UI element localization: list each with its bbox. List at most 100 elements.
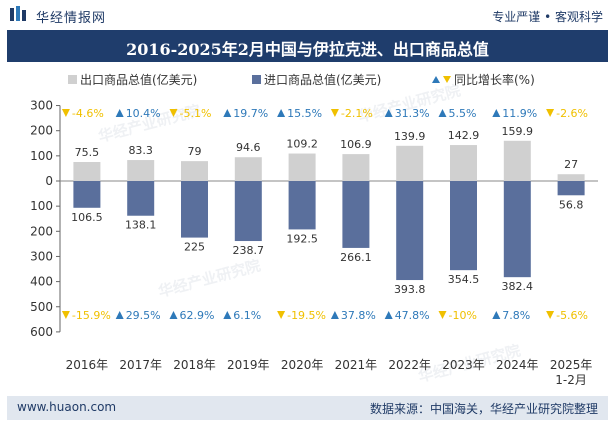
top-bar: 华经情报网 专业严谨 • 客观科学 [0, 0, 615, 30]
import-growth-label: 6.1% [233, 309, 261, 322]
import-growth-down-icon [61, 311, 70, 319]
export-growth-label: 10.4% [126, 107, 161, 120]
import-growth-down-icon [438, 311, 447, 319]
export-value-label: 106.9 [340, 138, 372, 151]
y-tick-label: 200 [30, 224, 53, 238]
export-growth-label: 5.5% [449, 107, 477, 120]
import-growth-label: -19.5% [287, 309, 326, 322]
export-bar [181, 161, 208, 181]
x-tick-label: 2024年 [496, 358, 539, 372]
import-growth-up-icon [330, 311, 339, 319]
y-tick-label: 0 [45, 174, 53, 188]
y-tick-label: 300 [30, 249, 53, 263]
import-bar [288, 181, 316, 230]
y-tick-label: 300 [30, 99, 53, 113]
import-bar [557, 181, 585, 196]
import-value-label: 138.1 [125, 219, 157, 232]
chart-title: 2016-2025年2月中国与伊拉克进、出口商品总值 [126, 40, 489, 59]
export-growth-down-icon [330, 109, 339, 117]
import-growth-label: -10% [449, 309, 477, 322]
export-growth-label: 19.7% [233, 107, 268, 120]
import-value-label: 382.4 [502, 280, 534, 293]
x-tick-label: 2017年 [119, 358, 162, 372]
import-growth-label: 47.8% [395, 309, 430, 322]
import-growth-down-icon [546, 311, 555, 319]
import-value-label: 266.1 [340, 251, 372, 264]
import-bar [127, 181, 155, 216]
legend-down-icon [443, 76, 451, 83]
import-growth-up-icon [492, 311, 501, 319]
export-growth-label: -2.1% [341, 107, 373, 120]
export-growth-down-icon [61, 109, 70, 117]
legend-up-icon [432, 76, 440, 83]
import-value-label: 225 [184, 241, 205, 254]
export-growth-down-icon [169, 109, 178, 117]
legend-swatch-export [68, 75, 77, 84]
export-bar [234, 157, 262, 181]
import-growth-up-icon [115, 311, 124, 319]
export-bar [503, 140, 531, 181]
x-tick-label: 2020年 [281, 358, 324, 372]
import-bar [234, 181, 262, 242]
import-bar [181, 181, 208, 238]
x-tick-label: 1-2月 [555, 373, 587, 387]
import-growth-up-icon [384, 311, 393, 319]
y-tick-label: 100 [30, 149, 53, 163]
data-source: 数据来源：中国海关，华经产业研究院整理 [369, 402, 598, 416]
x-tick-label: 2022年 [388, 358, 431, 372]
import-growth-up-icon [223, 311, 232, 319]
import-growth-label: 29.5% [126, 309, 161, 322]
export-growth-label: -4.6% [72, 107, 104, 120]
export-growth-up-icon [277, 109, 286, 117]
import-value-label: 393.8 [394, 283, 426, 296]
import-growth-label: -15.9% [72, 309, 111, 322]
title-bar: 2016-2025年2月中国与伊拉克进、出口商品总值 [7, 30, 608, 62]
export-value-label: 142.9 [448, 129, 480, 142]
export-bar [73, 162, 101, 181]
export-value-label: 139.9 [394, 130, 426, 143]
export-value-label: 79 [188, 145, 202, 158]
import-growth-label: 62.9% [180, 309, 215, 322]
y-tick-label: 100 [30, 199, 53, 213]
legend-swatch-import [252, 75, 261, 84]
import-bar [342, 181, 370, 248]
import-bar [503, 181, 531, 278]
import-bar [73, 181, 101, 208]
y-tick-label: 600 [30, 325, 53, 339]
website-link[interactable]: www.huaon.com [17, 400, 117, 414]
footer-bar: www.huaon.com 数据来源：中国海关，华经产业研究院整理 [7, 396, 608, 420]
export-bar [396, 145, 424, 181]
y-tick-label: 500 [30, 300, 53, 314]
import-growth-up-icon [169, 311, 178, 319]
legend-label-import: 进口商品总值(亿美元) [264, 72, 381, 87]
x-tick-label: 2023年 [442, 358, 485, 372]
import-growth-label: -5.6% [556, 309, 588, 322]
export-growth-label: 31.3% [395, 107, 430, 120]
export-growth-down-icon [546, 109, 555, 117]
export-growth-up-icon [115, 109, 124, 117]
import-bar [396, 181, 424, 281]
import-value-label: 192.5 [286, 232, 318, 245]
x-tick-label: 2025年 [550, 358, 593, 372]
x-tick-label: 2016年 [66, 358, 109, 372]
legend-label-export: 出口商品总值(亿美元) [80, 72, 197, 87]
export-value-label: 109.2 [286, 138, 318, 151]
brand-name: 华经情报网 [36, 11, 107, 26]
export-bar [288, 153, 316, 181]
export-value-label: 83.3 [128, 144, 153, 157]
export-bar [557, 174, 585, 181]
x-tick-label: 2021年 [335, 358, 378, 372]
export-value-label: 159.9 [502, 125, 534, 138]
export-growth-up-icon [223, 109, 232, 117]
import-value-label: 106.5 [71, 211, 103, 224]
x-tick-label: 2019年 [227, 358, 270, 372]
legend-label-growth: 同比增长率(%) [454, 72, 535, 87]
import-growth-label: 37.8% [341, 309, 376, 322]
export-bar [127, 160, 155, 181]
y-tick-label: 400 [30, 275, 53, 289]
y-tick-label: 200 [30, 124, 53, 138]
export-value-label: 94.6 [236, 141, 261, 154]
export-growth-label: 11.9% [502, 107, 537, 120]
export-bar [342, 154, 370, 181]
